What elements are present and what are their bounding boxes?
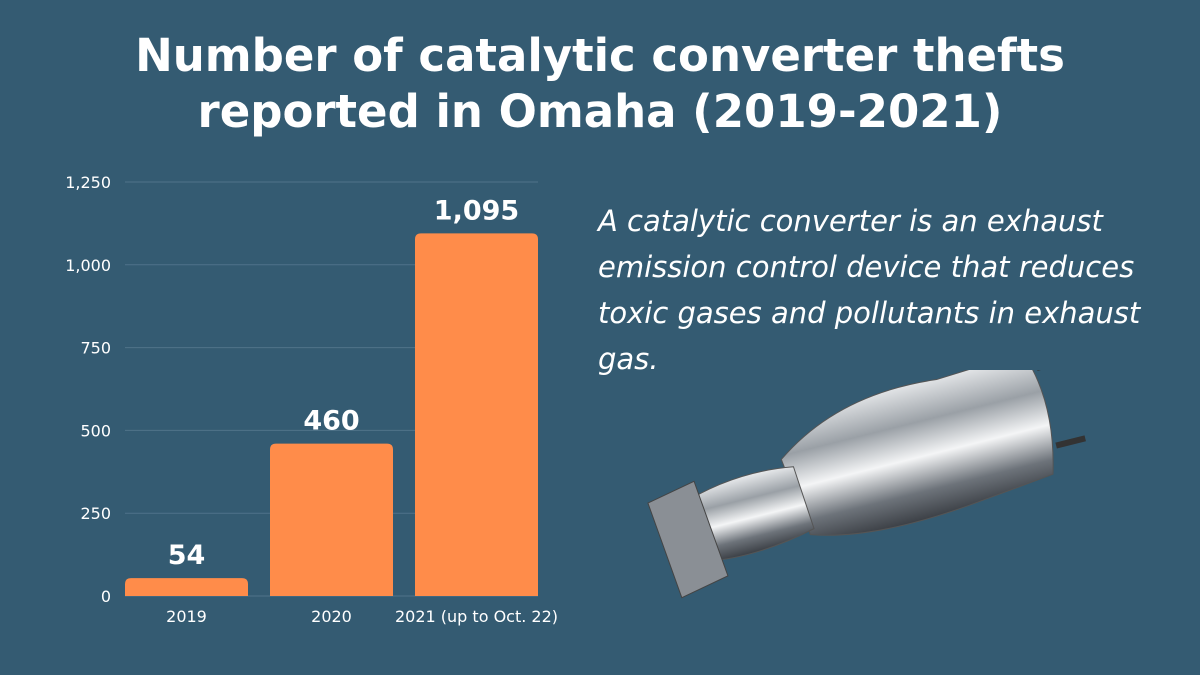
y-tick-label: 1,250 (65, 173, 111, 192)
description-text: A catalytic converter is an exhaust emis… (598, 204, 1141, 376)
y-tick-label: 750 (80, 339, 111, 358)
x-tick-label: 2020 (311, 607, 352, 626)
bar-chart: 0 250 500 750 1,000 1,250 54 2019 460 2020 1,095 20… (65, 173, 558, 626)
chart-title: Number of catalytic converter thefts rep… (0, 28, 1200, 140)
title-line-1: Number of catalytic converter thefts (135, 29, 1065, 82)
bar (415, 233, 538, 596)
data-label: 54 (168, 540, 206, 571)
bar (270, 443, 393, 596)
catalytic-converter-photo-icon (647, 370, 1086, 599)
x-tick-label: 2021 (up to Oct. 22) (395, 607, 558, 626)
data-label: 460 (303, 406, 359, 437)
y-tick-label: 500 (80, 421, 111, 440)
y-tick-label: 250 (80, 504, 111, 523)
x-tick-label: 2019 (166, 607, 207, 626)
data-label: 1,095 (434, 195, 519, 226)
y-tick-label: 1,000 (65, 256, 111, 275)
title-line-2: reported in Omaha (2019-2021) (197, 85, 1003, 138)
y-tick-label: 0 (101, 587, 111, 606)
bar (125, 578, 248, 596)
